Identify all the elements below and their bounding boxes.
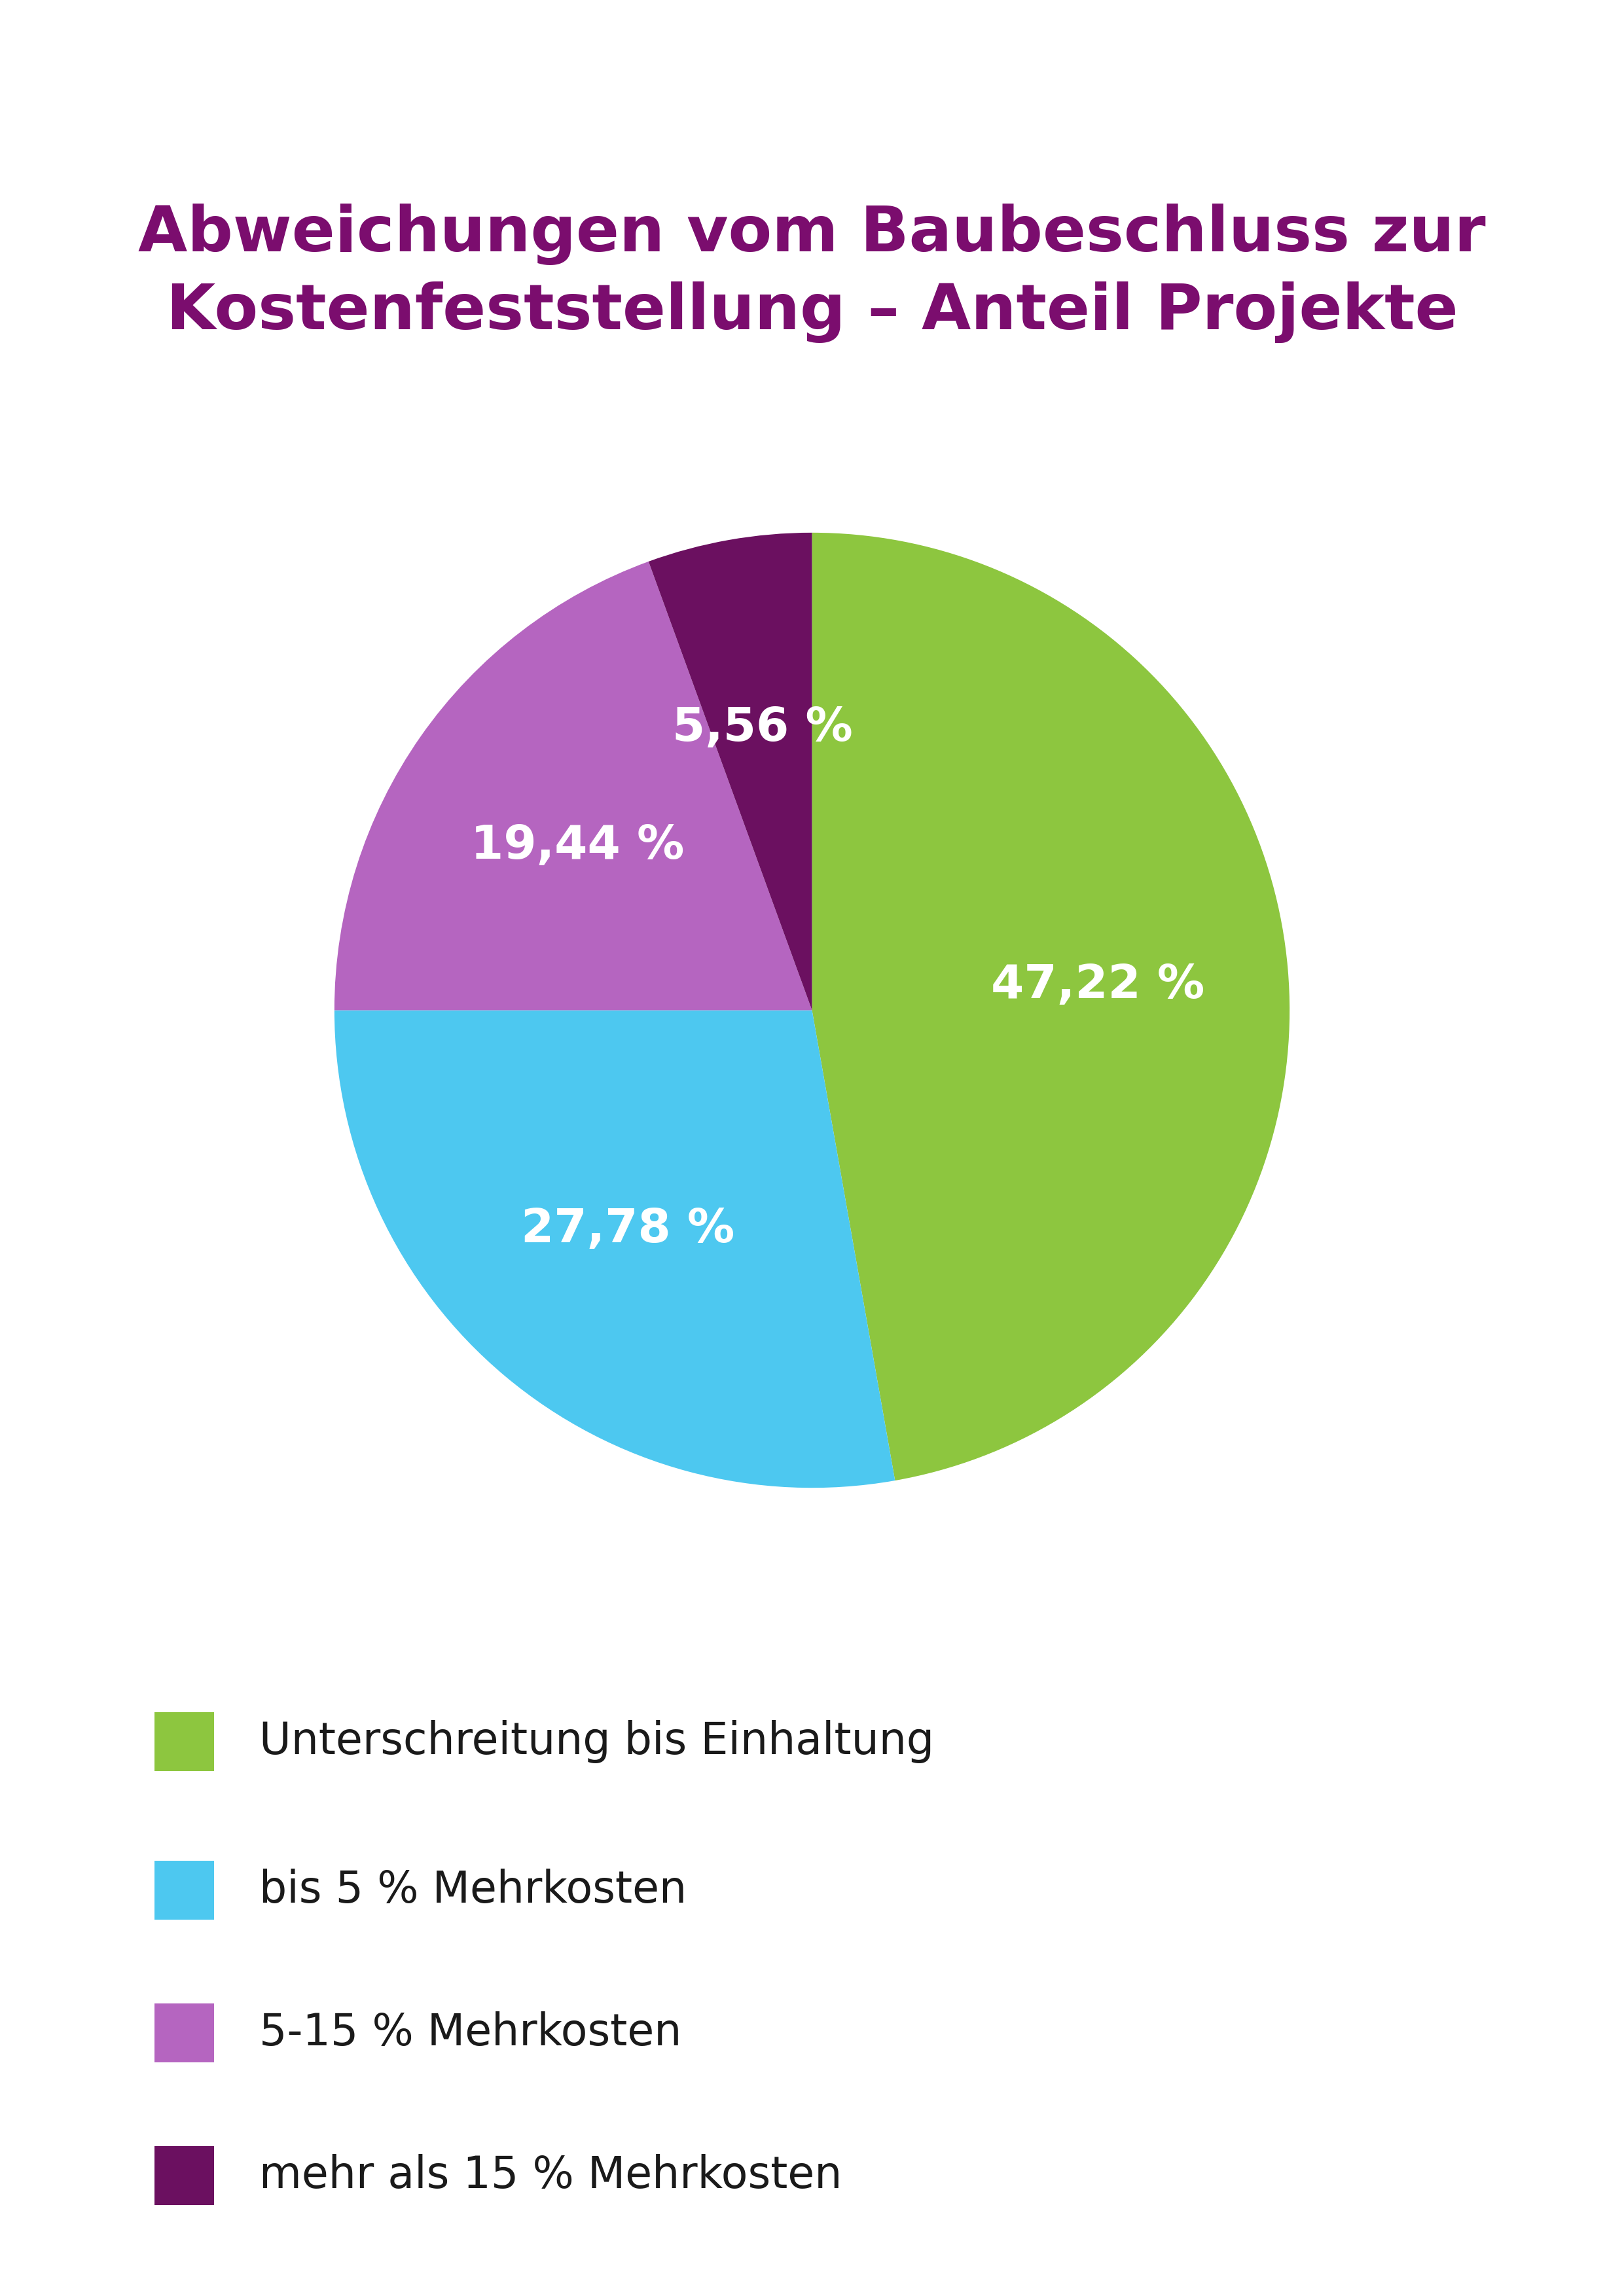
Bar — [154, 1862, 214, 1919]
Wedge shape — [648, 533, 812, 1010]
Bar — [154, 1713, 214, 1770]
Bar — [154, 2147, 214, 2204]
Text: 47,22 %: 47,22 % — [991, 962, 1205, 1008]
Wedge shape — [812, 533, 1289, 1481]
Text: Abweichungen vom Baubeschluss zur
Kostenfeststellung – Anteil Projekte: Abweichungen vom Baubeschluss zur Kosten… — [138, 204, 1486, 342]
Bar — [154, 2004, 214, 2062]
Text: 5,56 %: 5,56 % — [672, 705, 853, 751]
Text: 27,78 %: 27,78 % — [521, 1208, 734, 1251]
Text: Unterschreitung bis Einhaltung: Unterschreitung bis Einhaltung — [260, 1720, 934, 1763]
Text: bis 5 % Mehrkosten: bis 5 % Mehrkosten — [260, 1869, 687, 1913]
Text: 19,44 %: 19,44 % — [471, 824, 684, 868]
Text: mehr als 15 % Mehrkosten: mehr als 15 % Mehrkosten — [260, 2154, 841, 2197]
Text: 5-15 % Mehrkosten: 5-15 % Mehrkosten — [260, 2011, 682, 2055]
Wedge shape — [335, 1010, 895, 1488]
Wedge shape — [335, 563, 812, 1010]
